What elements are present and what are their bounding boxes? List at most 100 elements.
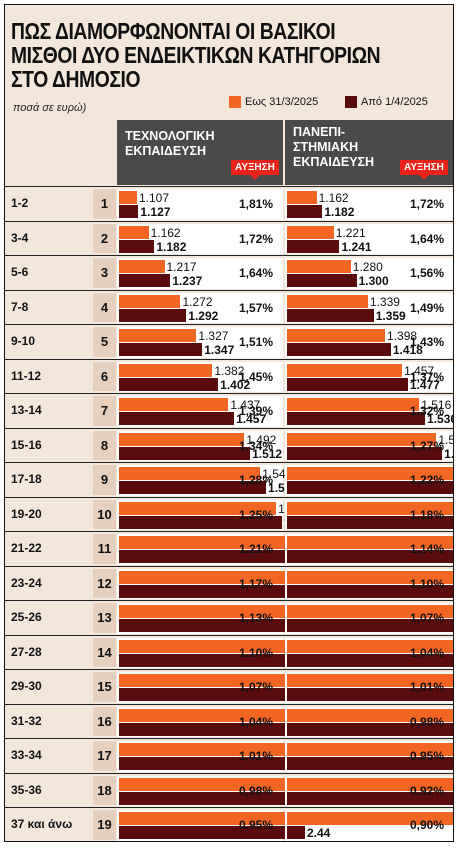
bar-uni-after [287, 446, 443, 460]
increase-pct-uni: 1,49% [410, 300, 445, 315]
table-row: 11-12 6 1.382 1.402 1,45% 1.457 1.477 1,37% [5, 358, 453, 394]
value-label-uni-before: 1.516 [421, 398, 452, 412]
bar-uni-after [287, 791, 453, 805]
value-label-uni-before: 1.575 [438, 432, 453, 447]
value-label-uni-after: 1.418 [392, 343, 423, 357]
value-label-uni-before: 1.398 [387, 329, 418, 343]
row-years-label: 3-4 [11, 230, 29, 245]
value-label-tech-before: 1.547 [262, 467, 293, 481]
bar-tech-before [119, 501, 277, 515]
bar-tech-before [119, 570, 309, 584]
bar-tech-before [119, 260, 165, 273]
increase-pct-tech: 1,01% [239, 749, 274, 764]
title-line-1: ΠΩΣ ΔΙΑΜΟΡΦΩΝΟΝΤΑΙ ΟΙ ΒΑΣΙΚΟΙ [11, 18, 336, 44]
increase-pct-tech: 1,81% [239, 197, 274, 212]
row-grade-number: 12 [93, 568, 116, 598]
chart-title: ΠΩΣ ΔΙΑΜΟΡΦΩΝΟΝΤΑΙ ΟΙ ΒΑΣΙΚΟΙ ΜΙΣΘΟΙ ΔΥΟ… [11, 18, 381, 92]
value-label-tech-after: 1.292 [188, 308, 219, 323]
row-grade-number: 4 [93, 292, 116, 322]
bar-tech-before [119, 432, 245, 446]
bar-tech-after [119, 446, 251, 460]
bar-uni-after [287, 619, 453, 632]
increase-pct-tech: 1,13% [239, 611, 274, 626]
increase-pct-tech: 1,25% [239, 507, 274, 522]
row-grade-number: 1 [93, 189, 116, 219]
legend-swatch-after [345, 96, 357, 108]
bar-tech-before [119, 536, 293, 549]
row-grade-number: 5 [93, 327, 116, 357]
increase-pct-uni: 1,22% [410, 473, 445, 488]
bar-uni-after [287, 515, 453, 529]
bar-uni-after [287, 343, 391, 356]
row-grade-number: 2 [93, 223, 116, 253]
legend-label-after: Από 1/4/2025 [361, 96, 428, 108]
bar-tech-before [119, 605, 325, 618]
legend-item-before: Εως 31/3/2025 [229, 96, 318, 108]
increase-pct-tech: 0,95% [239, 818, 274, 833]
bar-uni-after [287, 757, 453, 770]
bar-tech-before [119, 363, 213, 377]
bar-tech-before [119, 639, 340, 653]
value-label-tech-after: 1.402 [220, 377, 251, 392]
row-grade-number: 6 [93, 361, 116, 391]
row-years-label: 23-24 [11, 575, 42, 590]
value-label-tech-after: 1.512 [252, 446, 283, 461]
bar-tech-before [119, 294, 181, 308]
row-years-label: 19-20 [11, 506, 42, 521]
value-label-uni-after: 1.359 [375, 308, 406, 323]
increase-pct-tech: 1,10% [239, 645, 274, 660]
bar-uni-after [287, 377, 408, 391]
increase-pct-tech: 1,21% [239, 542, 274, 557]
bar-tech-after [119, 584, 314, 598]
bar-tech-after [119, 550, 298, 563]
bar-uni-after [287, 274, 357, 287]
row-years-label: 13-14 [11, 403, 42, 418]
value-label-uni-after: 1.536 [427, 412, 453, 426]
infographic: ΠΩΣ ΔΙΑΜΟΡΦΩΝΟΝΤΑΙ ΟΙ ΒΑΣΙΚΟΙ ΜΙΣΘΟΙ ΔΥΟ… [4, 4, 454, 842]
bar-tech-after [119, 619, 330, 632]
bar-uni-before [287, 743, 453, 756]
increase-pct-tech: 1,72% [239, 231, 274, 246]
bar-uni-after [287, 412, 426, 425]
increase-badge-tech: ΑΥΞΗΣΗ [231, 160, 279, 180]
row-grade-number: 3 [93, 258, 116, 288]
title-line-3: ΣΤΟ ΔΗΜΟΣΙΟ [11, 66, 141, 92]
value-label-tech-before: 1.272 [182, 294, 213, 309]
increase-pct-uni: 1,37% [410, 369, 445, 384]
bar-tech-after [119, 239, 155, 253]
row-years-label: 17-18 [11, 472, 42, 487]
value-label-tech-before: 1.437 [230, 398, 261, 412]
row-years-label: 15-16 [11, 437, 42, 452]
value-label-uni-after: 1.241 [341, 239, 372, 254]
value-label-tech-before: 1.107 [139, 191, 170, 205]
table-row: 1-2 1 1.107 1.127 1,81% 1.162 1.182 1,72% [5, 186, 453, 221]
column-title-uni: ΠΑΝΕΠΙ- ΣΤΗΜΙΑΚΗ ΕΚΠΑΙΔΕΥΣΗ [293, 125, 375, 169]
title-line-2: ΜΙΣΘΟΙ ΔΥΟ ΕΝΔΕΙΚΤΙΚΩΝ ΚΑΤΗΓΟΡΙΩΝ [11, 42, 381, 68]
row-grade-number: 10 [93, 499, 116, 529]
increase-pct-tech: 1,17% [239, 576, 274, 591]
bar-uni-before [287, 467, 453, 480]
bar-tech-after [119, 343, 203, 356]
bar-uni-before [287, 777, 453, 791]
row-years-label: 35-36 [11, 782, 42, 797]
legend-swatch-before [229, 96, 241, 108]
increase-badge-uni: ΑΥΞΗΣΗ [400, 160, 448, 180]
bar-tech-after [119, 377, 219, 391]
increase-pct-uni: 1,56% [410, 266, 445, 281]
increase-pct-uni: 1,32% [410, 404, 445, 419]
bar-tech-before [119, 329, 197, 342]
increase-pct-tech: 1,45% [239, 369, 274, 384]
increase-pct-uni: 0,92% [410, 783, 445, 798]
bar-tech-after [119, 412, 235, 425]
increase-pct-tech: 1,07% [239, 680, 274, 695]
value-label-uni-before: 1.162 [318, 191, 349, 205]
increase-pct-uni: 1,18% [410, 507, 445, 522]
increase-pct-uni: 1,64% [410, 231, 445, 246]
bar-uni-before [287, 674, 453, 687]
